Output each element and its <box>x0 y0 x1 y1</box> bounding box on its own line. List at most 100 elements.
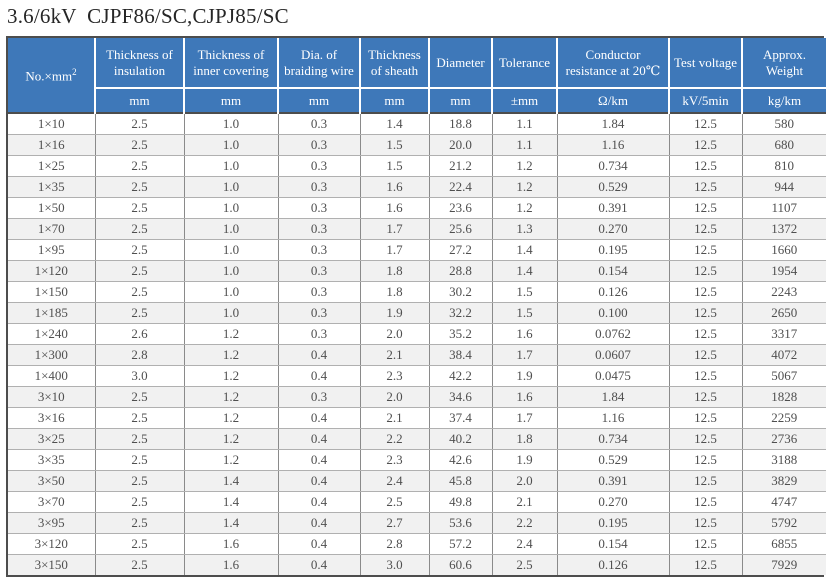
table-cell: 3×120 <box>8 533 96 555</box>
table-cell: 1.2 <box>184 323 279 345</box>
table-cell: 2.4 <box>492 533 558 555</box>
table-cell: 5067 <box>742 365 826 387</box>
table-cell: 2.2 <box>360 428 430 450</box>
table-cell: 1.2 <box>492 197 558 219</box>
table-cell: 5792 <box>742 512 826 534</box>
table-cell: 0.4 <box>278 365 361 387</box>
table-cell: 0.270 <box>557 491 670 513</box>
unit-sheath-thickness: mm <box>360 88 430 113</box>
table-cell: 27.2 <box>429 239 493 261</box>
table-cell: 0.3 <box>278 260 361 282</box>
table-cell: 3317 <box>742 323 826 345</box>
table-cell: 0.4 <box>278 470 361 492</box>
table-row: 1×95 2.5 1.0 0.3 1.7 27.2 1.4 0.195 12.5 1660 <box>8 239 826 261</box>
table-cell: 28.8 <box>429 260 493 282</box>
table-cell: 12.5 <box>669 512 743 534</box>
table-cell: 2.1 <box>492 491 558 513</box>
table-cell: 2.5 <box>95 449 185 471</box>
table-cell: 1.2 <box>184 344 279 366</box>
table-cell: 1.4 <box>184 491 279 513</box>
table-cell: 1.2 <box>184 407 279 429</box>
table-cell: 1372 <box>742 218 826 240</box>
table-cell: 1×400 <box>8 365 96 387</box>
table-cell: 12.5 <box>669 428 743 450</box>
table-cell: 20.0 <box>429 134 493 156</box>
table-cell: 1.7 <box>360 239 430 261</box>
table-cell: 1.6 <box>184 554 279 575</box>
table-row: 1×120 2.5 1.0 0.3 1.8 28.8 1.4 0.154 12.5 1954 <box>8 260 826 282</box>
table-cell: 0.3 <box>278 323 361 345</box>
table-cell: 12.5 <box>669 302 743 324</box>
table-header: No.×mm2 Thickness of insulation Thicknes… <box>8 38 826 113</box>
table-cell: 1.0 <box>184 155 279 177</box>
table-cell: 12.5 <box>669 113 743 135</box>
table-cell: 0.126 <box>557 281 670 303</box>
table-cell: 1.4 <box>184 512 279 534</box>
table-cell: 37.4 <box>429 407 493 429</box>
table-cell: 42.2 <box>429 365 493 387</box>
table-cell: 1.0 <box>184 176 279 198</box>
table-cell: 1×150 <box>8 281 96 303</box>
column-header-conductor-resistance: Conductor resistance at 20℃ <box>557 38 670 89</box>
table-row: 1×50 2.5 1.0 0.3 1.6 23.6 1.2 0.391 12.5 1107 <box>8 197 826 219</box>
table-cell: 0.391 <box>557 470 670 492</box>
table-cell: 1107 <box>742 197 826 219</box>
table-cell: 0.4 <box>278 449 361 471</box>
table-cell: 1×50 <box>8 197 96 219</box>
table-cell: 3×95 <box>8 512 96 534</box>
table-cell: 2.3 <box>360 449 430 471</box>
table-cell: 0.734 <box>557 428 670 450</box>
table-cell: 0.3 <box>278 302 361 324</box>
table-row: 3×25 2.5 1.2 0.4 2.2 40.2 1.8 0.734 12.5 2736 <box>8 428 826 450</box>
table-cell: 2.5 <box>95 155 185 177</box>
table-cell: 2.5 <box>95 512 185 534</box>
column-header-size-text: No.×mm <box>25 67 73 83</box>
table-cell: 3×10 <box>8 386 96 408</box>
table-cell: 1.0 <box>184 113 279 135</box>
table-cell: 0.4 <box>278 491 361 513</box>
table-cell: 1.5 <box>360 134 430 156</box>
table-row: 1×70 2.5 1.0 0.3 1.7 25.6 1.3 0.270 12.5 1372 <box>8 218 826 240</box>
table-cell: 1.0 <box>184 197 279 219</box>
table-cell: 2.5 <box>95 281 185 303</box>
table-cell: 0.3 <box>278 281 361 303</box>
table-cell: 1.8 <box>360 281 430 303</box>
table-cell: 12.5 <box>669 134 743 156</box>
spec-table: No.×mm2 Thickness of insulation Thicknes… <box>8 38 826 575</box>
unit-inner-covering-thickness: mm <box>184 88 279 113</box>
unit-tolerance: ±mm <box>492 88 558 113</box>
table-cell: 21.2 <box>429 155 493 177</box>
table-cell: 12.5 <box>669 491 743 513</box>
table-cell: 2.5 <box>492 554 558 575</box>
table-cell: 2.5 <box>95 302 185 324</box>
table-cell: 3×70 <box>8 491 96 513</box>
table-cell: 0.3 <box>278 155 361 177</box>
table-row: 3×50 2.5 1.4 0.4 2.4 45.8 2.0 0.391 12.5 3829 <box>8 470 826 492</box>
table-cell: 0.3 <box>278 218 361 240</box>
table-cell: 1.5 <box>492 302 558 324</box>
table-cell: 57.2 <box>429 533 493 555</box>
table-cell: 1.6 <box>492 323 558 345</box>
table-cell: 0.126 <box>557 554 670 575</box>
table-cell: 7929 <box>742 554 826 575</box>
unit-test-voltage: kV/5min <box>669 88 743 113</box>
table-cell: 1.16 <box>557 134 670 156</box>
table-cell: 12.5 <box>669 449 743 471</box>
table-cell: 2.5 <box>95 470 185 492</box>
table-cell: 4747 <box>742 491 826 513</box>
table-cell: 1.8 <box>360 260 430 282</box>
table-cell: 0.529 <box>557 176 670 198</box>
table-cell: 3×35 <box>8 449 96 471</box>
table-cell: 1.4 <box>360 113 430 135</box>
table-cell: 1.7 <box>360 218 430 240</box>
table-cell: 2.5 <box>95 386 185 408</box>
table-cell: 2.5 <box>95 428 185 450</box>
table-cell: 23.6 <box>429 197 493 219</box>
table-cell: 1.2 <box>184 365 279 387</box>
table-cell: 0.154 <box>557 260 670 282</box>
table-cell: 0.4 <box>278 512 361 534</box>
table-cell: 2.8 <box>360 533 430 555</box>
table-cell: 0.0762 <box>557 323 670 345</box>
table-cell: 3.0 <box>95 365 185 387</box>
table-cell: 2.5 <box>95 407 185 429</box>
